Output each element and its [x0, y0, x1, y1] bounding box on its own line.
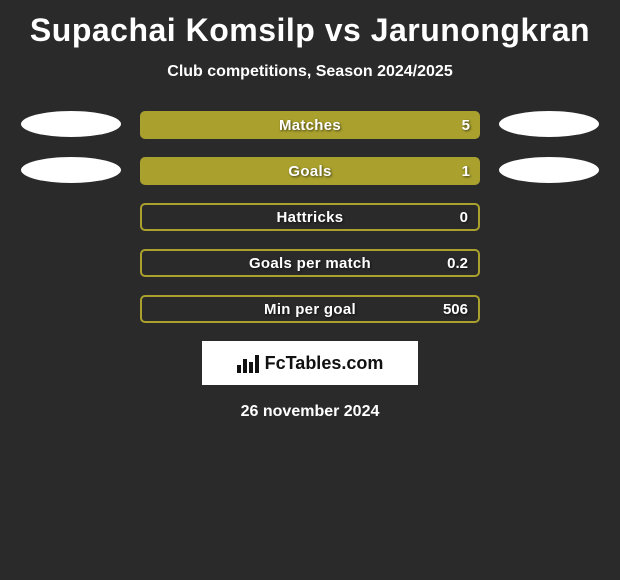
right-stat-slot	[494, 203, 604, 231]
stat-label: Goals per match	[249, 255, 371, 272]
stat-bar: Hattricks 0	[140, 203, 480, 231]
left-stat-slot	[16, 157, 126, 185]
left-stat-slot	[16, 203, 126, 231]
stat-value: 0	[460, 209, 468, 226]
chart-icon	[237, 353, 259, 373]
stat-row: Matches 5	[0, 111, 620, 139]
player-left-ellipse	[21, 111, 121, 137]
stat-bar: Goals per match 0.2	[140, 249, 480, 277]
player-right-ellipse	[499, 111, 599, 137]
stat-row: Goals per match 0.2	[0, 249, 620, 277]
player-left-ellipse	[21, 157, 121, 183]
subtitle: Club competitions, Season 2024/2025	[0, 63, 620, 81]
stat-row: Hattricks 0	[0, 203, 620, 231]
player-right-ellipse	[499, 157, 599, 183]
right-stat-slot	[494, 295, 604, 323]
stat-bar: Min per goal 506	[140, 295, 480, 323]
branding-badge: FcTables.com	[202, 341, 418, 385]
date-text: 26 november 2024	[0, 403, 620, 421]
stat-value: 5	[462, 117, 470, 134]
right-stat-slot	[494, 249, 604, 277]
stat-row: Goals 1	[0, 157, 620, 185]
stat-value: 1	[462, 163, 470, 180]
stat-label: Min per goal	[264, 301, 356, 318]
stat-bar: Matches 5	[140, 111, 480, 139]
stat-label: Goals	[288, 163, 331, 180]
stat-bar: Goals 1	[140, 157, 480, 185]
stat-value: 506	[443, 301, 468, 318]
right-stat-slot	[494, 111, 604, 139]
stat-label: Hattricks	[277, 209, 344, 226]
left-stat-slot	[16, 111, 126, 139]
stat-label: Matches	[279, 117, 341, 134]
page-title: Supachai Komsilp vs Jarunongkran	[0, 0, 620, 49]
right-stat-slot	[494, 157, 604, 185]
stats-block: Matches 5 Goals 1 Hattricks 0 Goals per match 0…	[0, 111, 620, 323]
branding-text: FcTables.com	[265, 353, 384, 374]
left-stat-slot	[16, 249, 126, 277]
stat-row: Min per goal 506	[0, 295, 620, 323]
left-stat-slot	[16, 295, 126, 323]
stat-value: 0.2	[447, 255, 468, 272]
